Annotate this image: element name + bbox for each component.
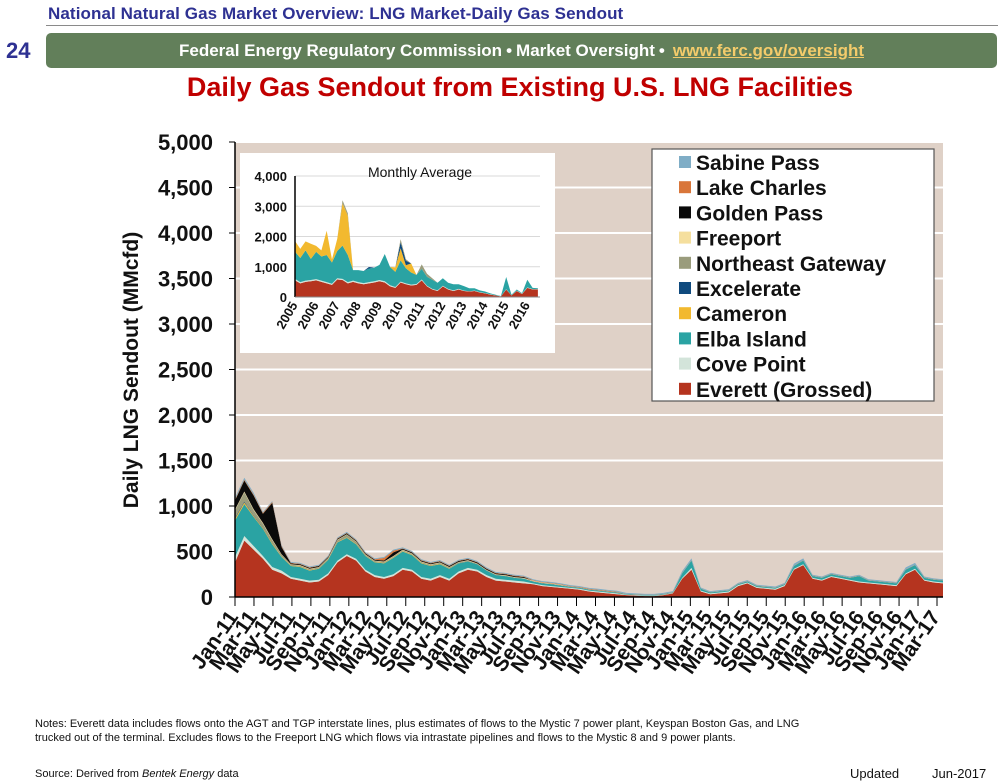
legend-label: Cove Point (696, 354, 806, 377)
y-tick-label: 500 (176, 540, 213, 565)
y-tick-label: 4,000 (158, 221, 213, 246)
y-tick-label: 3,000 (158, 312, 213, 337)
ferc-oversight-link[interactable]: www.ferc.gov/oversight (672, 40, 865, 60)
source-note: Source: Derived from Bentek Energy data (35, 768, 239, 780)
title-divider (46, 25, 998, 26)
inset-y-tick-label: 0 (280, 290, 287, 305)
updated-label: Updated (850, 766, 900, 781)
main-chart: 0 500 1,000 1,500 2,000 2,500 3,000 3,500 4,000 4… (120, 130, 945, 678)
chart-notes: Notes: Everett data includes flows onto … (35, 718, 800, 744)
legend-label: Northeast Gateway (696, 253, 887, 276)
legend-box (651, 148, 935, 402)
inset-y-tick-label: 2,000 (254, 230, 287, 245)
inset-area-everett-grossed- (295, 279, 538, 297)
source-prefix: Source: Derived from (35, 768, 142, 780)
legend-swatch (679, 231, 691, 244)
y-tick-label: 2,500 (158, 358, 213, 383)
banner-org: Federal Energy Regulatory Commission (178, 40, 503, 60)
legend-swatch (679, 357, 691, 370)
y-tick-label: 3,500 (158, 267, 213, 292)
inset-background (240, 153, 555, 353)
legend-label: Sabine Pass (696, 152, 820, 175)
legend-label: Everett (Grossed) (696, 379, 872, 402)
main-x-axis: Jan-11Mar-11May-11Jul-11Sep-11Nov-11Jan-… (187, 596, 945, 678)
banner-separator: • (506, 40, 513, 60)
legend-label: Lake Charles (696, 177, 827, 200)
y-tick-label: 0 (201, 585, 213, 610)
legend-label: Golden Pass (696, 202, 823, 225)
y-axis-label: Daily LNG Sendout (MMcfd) (120, 232, 143, 509)
chart-title: Daily Gas Sendout from Existing U.S. LNG… (186, 72, 854, 102)
y-tick-label: 5,000 (158, 130, 213, 155)
legend-swatch (679, 382, 691, 395)
legend-label: Elba Island (696, 328, 807, 351)
source-suffix: data (214, 768, 239, 780)
legend-swatch (679, 307, 691, 320)
legend-label: Excelerate (696, 278, 801, 301)
area-series-everett-grossed- (235, 540, 943, 597)
y-tick-label: 4,500 (158, 176, 213, 201)
updated-date: Jun-2017 (932, 766, 987, 781)
legend-label: Freeport (696, 228, 781, 251)
y-tick-label: 2,000 (158, 403, 213, 428)
y-tick-label: 1,000 (158, 494, 213, 519)
inset-y-tick-label: 1,000 (254, 260, 287, 275)
y-tick-label: 1,500 (158, 449, 213, 474)
inset-y-tick-label: 3,000 (254, 199, 287, 214)
inset-y-tick-label: 4,000 (254, 169, 287, 184)
legend-swatch (679, 332, 691, 345)
legend-label: Cameron (696, 303, 787, 326)
inset-area-elba-island (295, 245, 538, 297)
banner-division: Market Oversight (516, 40, 655, 60)
legend-swatch (679, 282, 691, 294)
ferc-banner: Federal Energy Regulatory Commission • M… (46, 33, 997, 68)
legend-swatch (679, 256, 691, 269)
legend-swatch (679, 206, 691, 219)
inset-title: Monthly Average (368, 164, 472, 180)
banner-separator: • (658, 40, 665, 60)
page-number: 24 (6, 38, 31, 63)
legend-swatch (679, 156, 691, 168)
main-y-axis: 0 500 1,000 1,500 2,000 2,500 3,000 3,500 4,000 4… (158, 130, 236, 610)
source-name: Bentek Energy (141, 768, 215, 780)
legend-swatch (679, 181, 691, 194)
section-title: National Natural Gas Market Overview: LN… (48, 4, 624, 23)
